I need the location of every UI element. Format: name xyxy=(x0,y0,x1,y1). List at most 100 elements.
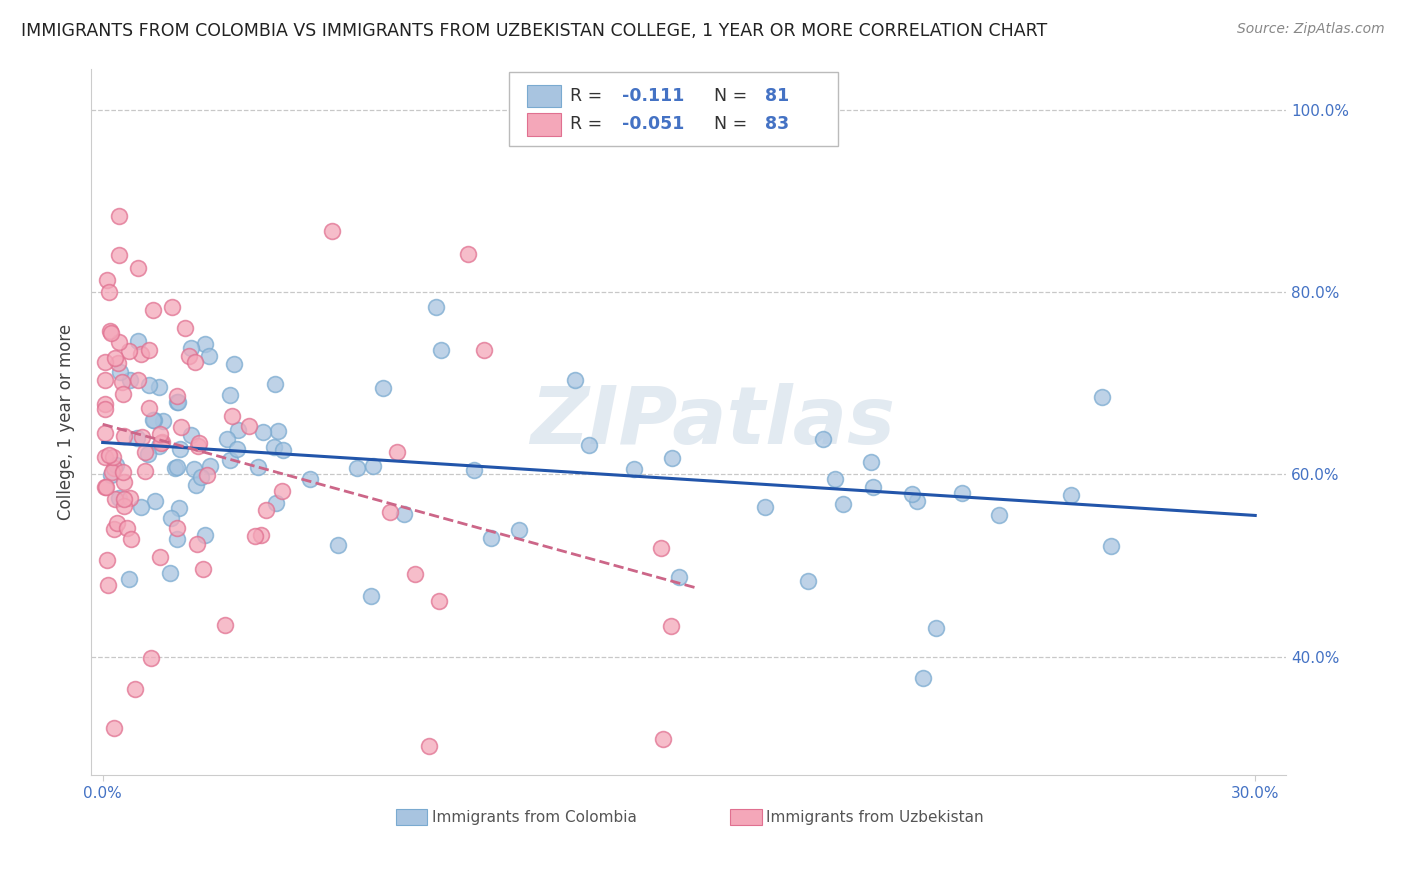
Text: N =: N = xyxy=(714,115,752,134)
Point xyxy=(226,423,249,437)
Point xyxy=(142,413,165,427)
Point xyxy=(264,376,287,391)
Point xyxy=(124,682,146,697)
Point xyxy=(404,566,426,581)
Point xyxy=(160,511,183,525)
Point xyxy=(385,445,408,459)
Point xyxy=(187,439,209,453)
Point xyxy=(901,487,924,501)
Point xyxy=(107,356,129,370)
Point xyxy=(427,594,450,608)
Point xyxy=(797,574,820,589)
Point xyxy=(98,324,121,338)
Text: -0.111: -0.111 xyxy=(621,87,685,105)
Point xyxy=(166,532,188,546)
Point xyxy=(215,432,238,446)
Text: 81: 81 xyxy=(765,87,789,105)
Point xyxy=(925,621,948,635)
Point xyxy=(112,475,135,489)
Point xyxy=(263,440,285,454)
Point xyxy=(138,401,160,416)
Point xyxy=(97,449,120,463)
Point xyxy=(138,343,160,357)
Point xyxy=(148,438,170,452)
FancyBboxPatch shape xyxy=(730,809,762,825)
Point xyxy=(650,541,672,556)
Point xyxy=(93,397,115,411)
Point xyxy=(166,394,188,409)
Point xyxy=(127,260,149,275)
Point xyxy=(111,465,134,479)
Point xyxy=(149,427,172,442)
Point xyxy=(508,524,530,538)
Point xyxy=(131,500,153,514)
Point xyxy=(112,429,135,443)
Point xyxy=(194,527,217,541)
Point xyxy=(115,521,138,535)
Point xyxy=(668,570,690,584)
FancyBboxPatch shape xyxy=(509,72,838,146)
Point xyxy=(754,500,776,514)
Point xyxy=(187,435,209,450)
Point xyxy=(193,562,215,576)
Point xyxy=(169,442,191,457)
Y-axis label: College, 1 year or more: College, 1 year or more xyxy=(58,324,75,520)
Point xyxy=(138,377,160,392)
Point xyxy=(221,409,243,423)
Point xyxy=(298,472,321,486)
Point xyxy=(174,321,197,335)
Point xyxy=(118,491,141,506)
Point xyxy=(1060,488,1083,502)
Point xyxy=(167,501,190,516)
Point xyxy=(127,373,149,387)
Point xyxy=(118,373,141,387)
Point xyxy=(134,464,156,478)
Point xyxy=(148,380,170,394)
Text: IMMIGRANTS FROM COLOMBIA VS IMMIGRANTS FROM UZBEKISTAN COLLEGE, 1 YEAR OR MORE C: IMMIGRANTS FROM COLOMBIA VS IMMIGRANTS F… xyxy=(21,22,1047,40)
Point xyxy=(200,458,222,473)
Point xyxy=(479,532,502,546)
Point xyxy=(103,450,125,464)
Point xyxy=(346,461,368,475)
Point xyxy=(103,461,125,475)
Point xyxy=(183,462,205,476)
Point xyxy=(831,497,853,511)
Point xyxy=(184,354,207,368)
Point xyxy=(267,424,290,438)
Point xyxy=(134,445,156,459)
Point xyxy=(659,619,682,633)
Point xyxy=(380,505,402,519)
Point xyxy=(170,419,193,434)
Point xyxy=(371,381,394,395)
Point xyxy=(101,465,124,479)
Point xyxy=(246,460,269,475)
Text: N =: N = xyxy=(714,87,752,105)
Point xyxy=(911,671,934,685)
Point xyxy=(112,387,135,401)
Point xyxy=(321,224,343,238)
Point xyxy=(104,458,127,473)
Point xyxy=(93,373,115,387)
Text: Source: ZipAtlas.com: Source: ZipAtlas.com xyxy=(1237,22,1385,37)
Point xyxy=(950,485,973,500)
Point xyxy=(418,739,440,753)
Point xyxy=(103,721,125,735)
Point xyxy=(167,394,190,409)
Point xyxy=(186,536,208,550)
Point xyxy=(112,499,135,513)
Point xyxy=(150,434,173,449)
Point xyxy=(93,402,115,417)
Point xyxy=(141,302,163,317)
Point xyxy=(108,335,131,350)
Point xyxy=(425,300,447,314)
Point xyxy=(218,453,240,467)
Point xyxy=(564,373,586,387)
Point xyxy=(1091,390,1114,404)
Point xyxy=(94,480,117,494)
Point xyxy=(392,507,415,521)
Point xyxy=(159,566,181,580)
Point xyxy=(93,355,115,369)
Point xyxy=(141,651,163,665)
Point xyxy=(225,442,247,457)
Point xyxy=(623,462,645,476)
